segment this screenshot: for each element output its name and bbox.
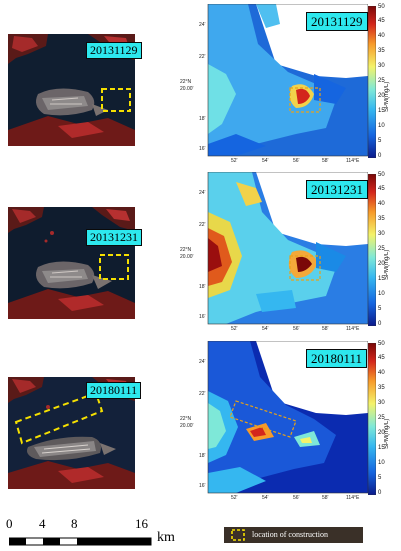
satellite-date-label-2: 20131231: [86, 229, 142, 246]
colorbar-unit-1: SPM(mg/L): [384, 81, 390, 112]
lat-tick-18: 18': [199, 116, 206, 122]
lat-main-min: 20.00': [180, 254, 194, 260]
lon-tick-114e: 114°E: [346, 326, 360, 332]
spm-map-3: [196, 341, 368, 501]
lon-tick-114e: 114°E: [346, 495, 360, 501]
lon-tick-54: 54': [262, 158, 269, 164]
colorbar-2: [367, 173, 377, 327]
satellite-image-2: [8, 207, 135, 319]
lat-main-deg: 22°N: [180, 416, 192, 422]
colorbar-1: [367, 5, 377, 159]
lat-tick-22: 22': [199, 391, 206, 397]
spm-date-label-1: 20131129: [306, 12, 368, 31]
lon-tick-54: 54': [262, 495, 269, 501]
lon-tick-52: 52': [231, 495, 238, 501]
colorbar-ticks-2: 50 45 40 35 30 25 20 15 10 5 0: [378, 172, 385, 327]
colorbar-ticks-1: 50 45 40 35 30 25 20 15 10 5 0: [378, 4, 385, 159]
lat-main-deg: 22°N: [180, 79, 192, 85]
lon-tick-58: 58': [322, 326, 329, 332]
construction-marker-icon: [231, 529, 245, 541]
lat-tick-24: 24': [199, 359, 206, 365]
lon-tick-54: 54': [262, 326, 269, 332]
lat-tick-24: 24': [199, 190, 206, 196]
lat-tick-16: 16': [199, 146, 206, 152]
lon-tick-58: 58': [322, 495, 329, 501]
lat-tick-22: 22': [199, 54, 206, 60]
scale-bar: [8, 533, 152, 546]
scale-label-4: 4: [39, 516, 46, 531]
lon-tick-56: 56': [293, 326, 300, 332]
lat-tick-16: 16': [199, 314, 206, 320]
lat-tick-24: 24': [199, 22, 206, 28]
legend-label: location of construction: [252, 530, 328, 539]
lon-tick-56: 56': [293, 495, 300, 501]
lat-tick-18: 18': [199, 284, 206, 290]
legend: location of construction: [224, 527, 363, 543]
satellite-date-label-1: 20131129: [86, 42, 142, 59]
lon-tick-56: 56': [293, 158, 300, 164]
lon-tick-52: 52': [231, 326, 238, 332]
lat-main-min: 20.00': [180, 86, 194, 92]
colorbar-unit-2: SPM(mg/L): [384, 249, 390, 280]
lat-main-min: 20.00': [180, 423, 194, 429]
scale-unit: km: [157, 530, 175, 545]
scale-label-8: 8: [71, 516, 78, 531]
lon-tick-58: 58': [322, 158, 329, 164]
colorbar-ticks-3: 50 45 40 35 30 25 20 15 10 5 0: [378, 341, 385, 496]
spm-date-label-3: 20180111: [306, 349, 368, 368]
scale-label-0: 0: [6, 516, 13, 531]
lat-tick-22: 22': [199, 222, 206, 228]
colorbar-3: [367, 342, 377, 496]
spm-date-label-2: 20131231: [306, 180, 368, 199]
lon-tick-114e: 114°E: [346, 158, 360, 164]
satellite-date-label-3: 20180111: [86, 382, 142, 399]
lon-tick-52: 52': [231, 158, 238, 164]
lat-tick-16: 16': [199, 483, 206, 489]
colorbar-unit-3: SPM(mg/L): [384, 418, 390, 449]
lat-tick-18: 18': [199, 453, 206, 459]
lat-main-deg: 22°N: [180, 247, 192, 253]
scale-label-16: 16: [135, 516, 148, 531]
